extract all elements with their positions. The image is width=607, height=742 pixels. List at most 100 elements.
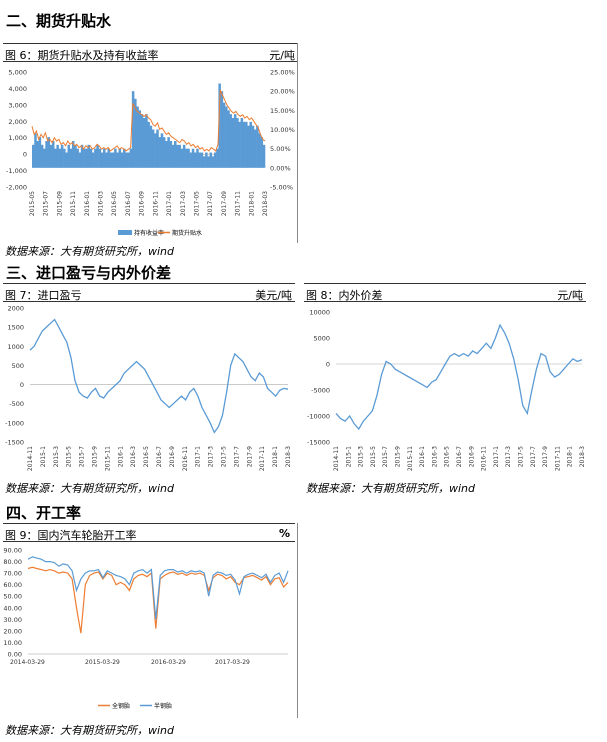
chart7-x-tick-label: 2016-1 xyxy=(117,446,124,467)
chart6-bar xyxy=(216,148,219,168)
chart8-x-tick-label: 2017-5 xyxy=(518,446,525,467)
chart6-bar xyxy=(105,152,108,168)
chart6-x-tick-label: 2015-05 xyxy=(29,191,36,216)
chart7-x-tick-label: 2018-1 xyxy=(272,446,279,467)
chart7-x-tick-label: 2016-11 xyxy=(182,446,189,471)
chart7-x-tick-label: 2017-5 xyxy=(221,446,228,467)
chart6-bar xyxy=(49,144,53,168)
chart8-x-tick-label: 2017-11 xyxy=(554,446,561,471)
chart7-title: 图 7：进口盈亏 xyxy=(5,289,82,302)
chart9-title: 图 9：国内汽车轮胎开工率 xyxy=(5,529,137,542)
chart6-bar xyxy=(193,152,197,168)
chart6-bar xyxy=(198,152,201,168)
chart6-bar xyxy=(47,137,51,168)
chart6-bar xyxy=(165,141,168,168)
chart6-bar xyxy=(182,144,186,168)
chart9-x-tick-label: 2017-03-29 xyxy=(215,659,250,666)
chart8-y-tick-label: 0 xyxy=(326,361,330,369)
chart6-bar xyxy=(209,152,213,168)
chart9-y-tick-label: 70.00 xyxy=(3,570,22,578)
chart6-bar xyxy=(85,148,88,168)
chart6-bar xyxy=(218,83,221,168)
chart6-title: 图 6：期货升贴水及持有收益率 xyxy=(5,49,159,62)
chart6-right-rule xyxy=(297,43,298,243)
chart6-x-tick-label: 2016-03 xyxy=(98,191,105,216)
chart7-x-tick-label: 2016-7 xyxy=(156,446,163,467)
chart6-bar xyxy=(189,152,193,168)
chart8-x-tick-label: 2017-1 xyxy=(493,446,500,467)
chart6-bar xyxy=(136,106,139,168)
chart6-bar xyxy=(185,148,188,168)
chart6-bar xyxy=(32,144,35,168)
chart8-top-rule xyxy=(304,283,586,284)
chart6-bar xyxy=(76,148,79,168)
chart6-bar xyxy=(71,141,75,168)
chart6-bar xyxy=(60,144,64,168)
chart7-y-tick-label: 0 xyxy=(20,381,24,389)
chart9-line-series xyxy=(27,556,289,620)
chart6-title-rule xyxy=(3,61,297,62)
chart6-x-tick-label: 2017-11 xyxy=(235,191,242,216)
chart6-y2-tick-label: 20.00% xyxy=(270,88,295,96)
chart6-bar xyxy=(242,121,246,168)
section-heading-4: 四、开工率 xyxy=(6,504,82,522)
chart8-y-tick-label: -5000 xyxy=(311,387,330,395)
chart6-bar xyxy=(213,152,217,168)
chart6-bar xyxy=(158,137,162,168)
chart7-x-tick-label: 2017-1 xyxy=(195,446,202,467)
chart6-bar xyxy=(98,148,102,168)
chart8-x-tick-label: 2018-3 xyxy=(579,446,586,467)
chart8-line-series xyxy=(335,323,583,431)
chart9-y-tick-label: 80.00 xyxy=(3,558,22,566)
chart9-y-tick-label: 90.00 xyxy=(3,547,22,555)
chart6-y-tick-label: 3,000 xyxy=(8,101,27,109)
chart6-bar xyxy=(180,148,184,168)
chart8-x-tick-label: 2017-9 xyxy=(542,446,549,467)
chart6-bar xyxy=(103,148,106,168)
chart6-bar xyxy=(69,148,73,168)
chart8-x-tick-label: 2017-7 xyxy=(530,446,537,467)
chart6-bar xyxy=(154,133,157,168)
chart8-source: 数据来源：大有期货研究所，wind xyxy=(306,482,476,495)
chart7-top-rule xyxy=(3,283,295,284)
chart6-x-tick-label: 2016-09 xyxy=(139,191,146,216)
chart6-bar xyxy=(149,125,153,168)
chart8-x-tick-label: 2016-7 xyxy=(456,446,463,467)
chart9-legend-label: 全钢胎 xyxy=(112,702,130,710)
chart6-bar xyxy=(220,91,224,168)
chart8-x-tick-label: 2015-7 xyxy=(382,446,389,467)
chart7-y-tick-label: 1000 xyxy=(7,343,24,351)
chart7-y-tick-label: -1000 xyxy=(5,419,24,427)
chart6-bar xyxy=(156,129,159,168)
chart6-bar xyxy=(78,152,82,168)
chart6-bar xyxy=(202,156,206,168)
chart6-bar xyxy=(127,152,130,168)
chart6-x-tick-label: 2017-09 xyxy=(221,191,228,216)
chart7-x-tick-label: 2014-11 xyxy=(27,446,34,471)
chart6-bar xyxy=(151,129,155,168)
chart6-bar xyxy=(74,144,77,168)
chart6-x-tick-label: 2015-11 xyxy=(70,191,77,216)
chart6-bar xyxy=(63,148,66,168)
chart6-bar xyxy=(91,152,95,168)
chart9-plot: 90.00 80.00 70.00 60.00 50.00 40.00 30.00 20.00… xyxy=(3,547,289,710)
chart6-x-tick-label: 2015-09 xyxy=(56,191,63,216)
section-heading-2: 二、期货升贴水 xyxy=(6,12,112,30)
chart6-y-tick-label: 1,000 xyxy=(8,134,27,142)
chart6-bar xyxy=(258,133,261,168)
chart6-bar xyxy=(142,118,146,168)
chart7-y-tick-label: -1500 xyxy=(5,439,24,447)
chart6-bar xyxy=(191,148,195,168)
chart6-y-tick-label: 5,000 xyxy=(8,69,27,77)
chart9-top-rule xyxy=(3,523,295,524)
chart6-bar xyxy=(111,152,115,168)
chart6-bar xyxy=(225,106,228,168)
chart6-bar xyxy=(80,144,84,168)
chart8-x-tick-label: 2015-5 xyxy=(370,446,377,467)
chart6-x-tick-label: 2018-01 xyxy=(248,191,255,216)
chart6-bar xyxy=(118,148,122,168)
chart8-title: 图 8：内外价差 xyxy=(306,289,383,302)
chart6-bar xyxy=(140,114,144,168)
chart6-bar xyxy=(125,152,128,168)
chart6-bar xyxy=(67,144,71,168)
